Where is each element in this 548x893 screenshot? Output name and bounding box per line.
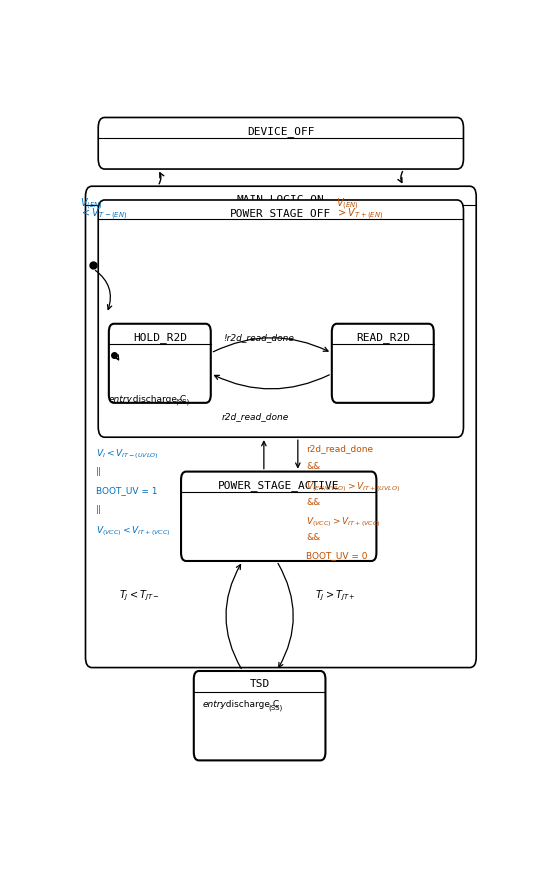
Text: $< V_{T-(EN)}$: $< V_{T-(EN)}$ (81, 207, 128, 222)
FancyBboxPatch shape (98, 118, 464, 169)
Text: : discharge C: : discharge C (127, 395, 186, 404)
Text: TSD: TSD (249, 680, 270, 689)
Text: &&: && (306, 497, 321, 506)
Text: $> V_{T+(EN)}$: $> V_{T+(EN)}$ (336, 207, 384, 222)
Text: : discharge C: : discharge C (220, 700, 279, 709)
FancyBboxPatch shape (194, 671, 326, 761)
FancyBboxPatch shape (85, 187, 476, 668)
Text: DEVICE_OFF: DEVICE_OFF (247, 126, 315, 137)
Text: entry: entry (109, 395, 133, 404)
Text: ||: || (96, 467, 102, 476)
Text: (SS): (SS) (269, 704, 283, 711)
Text: r2d_read_done: r2d_read_done (306, 444, 373, 453)
Text: $T_J < T_{JT-}$: $T_J < T_{JT-}$ (119, 588, 160, 603)
Text: $V_{(EN/UVLO)} > V_{IT+(UVLO)}$: $V_{(EN/UVLO)} > V_{IT+(UVLO)}$ (306, 480, 401, 494)
Text: &&: && (306, 533, 321, 542)
Text: entry: entry (202, 700, 226, 709)
FancyBboxPatch shape (332, 324, 433, 403)
Text: READ_R2D: READ_R2D (356, 332, 410, 343)
Text: $V_{(VCC)} > V_{IT+(VCC)}$: $V_{(VCC)} > V_{IT+(VCC)}$ (306, 515, 381, 530)
Text: (SS): (SS) (175, 398, 190, 405)
Text: $V_{(EN)}$: $V_{(EN)}$ (81, 196, 103, 212)
Text: $T_J > T_{JT+}$: $T_J > T_{JT+}$ (315, 588, 355, 603)
Text: BOOT_UV = 0: BOOT_UV = 0 (306, 551, 368, 560)
Text: BOOT_UV = 1: BOOT_UV = 1 (96, 486, 158, 495)
Text: HOLD_R2D: HOLD_R2D (133, 332, 187, 343)
Text: $V_I < V_{IT-(UVLO)}$: $V_I < V_{IT-(UVLO)}$ (96, 447, 159, 462)
Text: ||: || (96, 505, 102, 514)
Text: r2d_read_done: r2d_read_done (221, 413, 289, 421)
Text: POWER_STAGE_ACTIVE: POWER_STAGE_ACTIVE (218, 480, 339, 491)
Text: !r2d_read_done: !r2d_read_done (224, 333, 294, 342)
FancyBboxPatch shape (181, 472, 376, 561)
FancyBboxPatch shape (109, 324, 211, 403)
Text: POWER_STAGE_OFF: POWER_STAGE_OFF (230, 208, 332, 219)
Text: $V_{(EN)}$: $V_{(EN)}$ (336, 196, 359, 212)
Text: $V_{(VCC)} < V_{IT+(VCC)}$: $V_{(VCC)} < V_{IT+(VCC)}$ (96, 524, 171, 538)
FancyBboxPatch shape (98, 200, 464, 438)
Text: MAIN_LOGIC_ON: MAIN_LOGIC_ON (237, 195, 325, 205)
Text: &&: && (306, 462, 321, 471)
